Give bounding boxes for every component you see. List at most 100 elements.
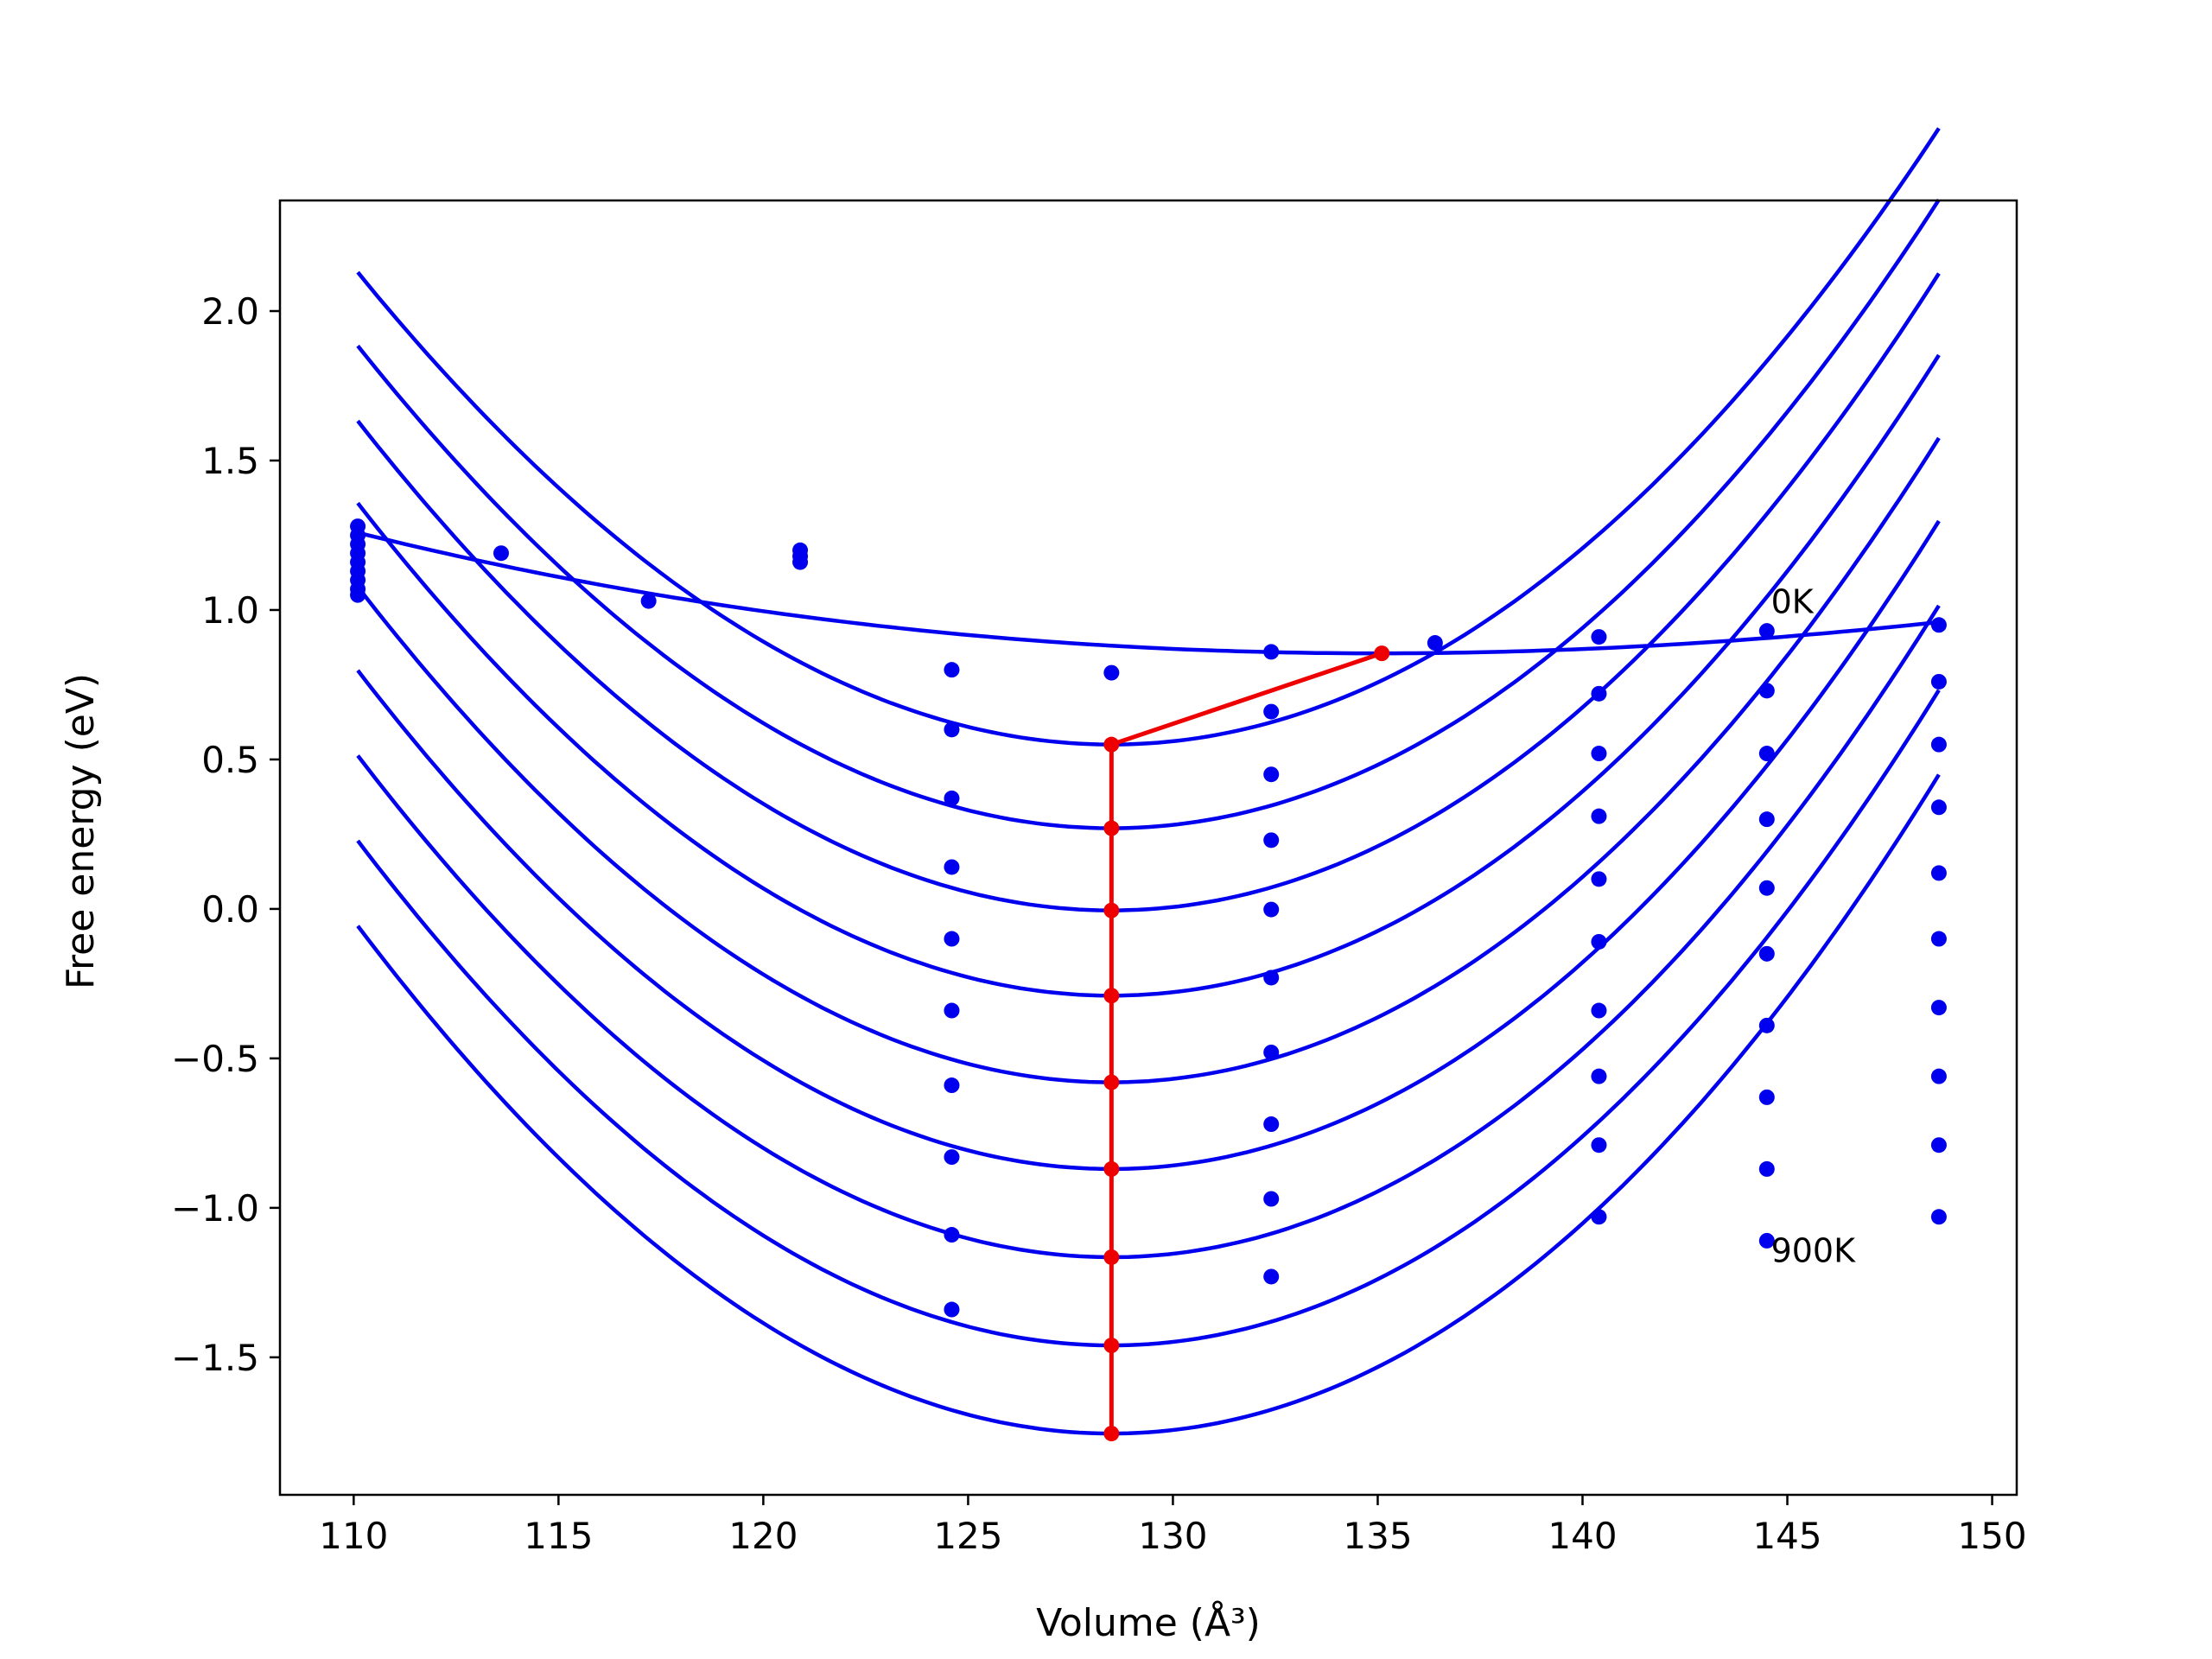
data-point [1930,673,1947,690]
data-point [1263,1116,1280,1133]
fit-curve-6 [356,436,1941,1084]
axes: 110 115 120 125 130 135 140 145 150 −1.5 −1.0 −0.5 0… [171,199,2027,1557]
data-point [944,1002,960,1019]
data-point [1591,933,1607,950]
data-point [1758,746,1775,762]
data-point [944,1077,960,1094]
data-point [1758,683,1775,699]
data-point [944,931,960,947]
annotation-900k: 900K [1771,1231,1857,1269]
data-point [1591,1068,1607,1084]
fit-curve-9 [356,689,1941,1348]
minimum-point [1103,1160,1120,1177]
data-point [1591,808,1607,824]
x-axis-label: Volume (Å³) [1036,1599,1261,1645]
data-point [1263,644,1280,660]
y-tick-label: 1.5 [201,440,259,482]
data-point [1103,664,1120,681]
y-tick-label: 0.0 [201,888,259,931]
data-point [1591,871,1607,887]
data-point [1930,1137,1947,1154]
data-point [1591,685,1607,702]
data-point [1263,832,1280,849]
data-point [1591,1002,1607,1019]
data-point [1930,1068,1947,1084]
y-tick-label: −1.5 [171,1337,259,1379]
data-point [1263,1268,1280,1285]
x-tick-label: 125 [933,1515,1002,1557]
minimum-point [1103,902,1120,918]
data-point [1758,1160,1775,1177]
data-point [944,1149,960,1166]
data-point [1758,945,1775,962]
y-axis-label: Free energy (eV) [59,673,103,989]
x-tick-label: 150 [1957,1515,2026,1557]
data-point [1591,629,1607,645]
data-point [944,790,960,806]
fit-curve-1 [357,531,1940,656]
data-point [1930,617,1947,633]
fit-curve-2 [356,127,1941,747]
minimum-point [1103,736,1120,753]
data-point [493,545,509,562]
minimum-point [1103,820,1120,836]
data-point [1930,931,1947,947]
data-point [1758,1232,1775,1249]
data-point [944,1227,960,1243]
data-point [944,662,960,678]
axes-frame [278,199,2018,1497]
y-tick-label: −1.0 [171,1187,259,1230]
data-point [1263,1191,1280,1207]
data-point [1263,703,1280,720]
data-point [1930,865,1947,881]
x-tick-label: 120 [728,1515,798,1557]
data-point [1758,1089,1775,1105]
data-point [1591,1209,1607,1225]
annotation-0k: 0K [1771,583,1815,621]
x-tick-label: 130 [1138,1515,1207,1557]
x-tick-label: 110 [319,1515,388,1557]
data-point [944,859,960,875]
x-tick-label: 140 [1548,1515,1617,1557]
fit-curve-5 [356,353,1941,998]
data-point [1263,766,1280,783]
data-point [1758,880,1775,896]
data-point [1263,969,1280,986]
data-point [1427,635,1443,652]
data-point [1263,901,1280,918]
data-point [792,554,809,570]
x-tick-label: 145 [1752,1515,1821,1557]
data-point [1263,1044,1280,1060]
data-point [1758,623,1775,639]
y-tick-label: −0.5 [171,1038,259,1080]
minimum-path-line [1109,651,1383,1434]
minimum-point [1374,645,1390,662]
x-tick-label: 115 [524,1515,593,1557]
fit-curve-8 [356,604,1941,1260]
fit-curve-4 [356,272,1941,912]
data-point [1591,746,1607,762]
data-point [1591,1137,1607,1154]
y-tick-label: 1.0 [201,589,259,632]
x-tick-label: 135 [1343,1515,1412,1557]
minimum-point [1103,1074,1120,1090]
data-point [1758,811,1775,828]
data-point [944,1301,960,1318]
data-point [640,593,657,609]
data-point [944,721,960,738]
minimum-point [1103,988,1120,1004]
minimum-point [1103,1338,1120,1354]
minimum-point [1103,1249,1120,1265]
y-tick-label: 2.0 [201,290,259,333]
minimum-point [1103,1426,1120,1442]
data-point [1930,1000,1947,1016]
y-tick-label: 0.5 [201,739,259,781]
data-point [1930,1209,1947,1225]
fit-curve-10 [356,773,1941,1436]
plot-area [350,127,1947,1442]
data-point [1930,799,1947,816]
data-point [350,587,366,603]
fit-curve-7 [356,519,1941,1172]
fit-curve-3 [356,198,1941,830]
